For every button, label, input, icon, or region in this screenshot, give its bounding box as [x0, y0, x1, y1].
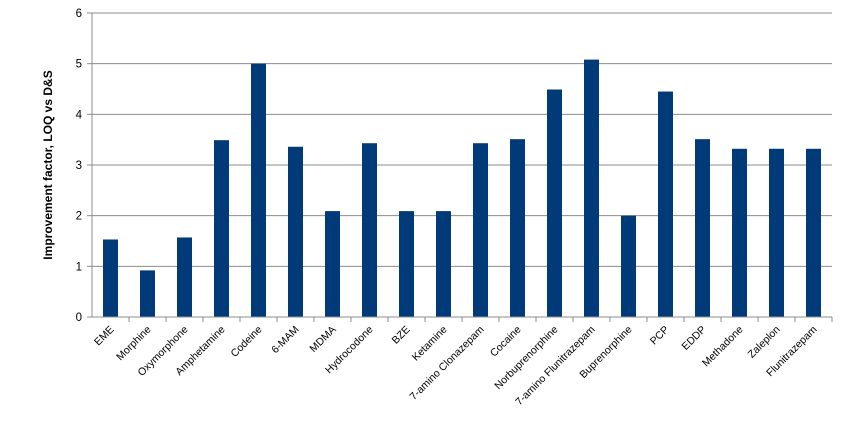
y-tick-label: 2: [76, 211, 82, 223]
axes: [87, 12, 833, 322]
bar-7-amino-flunitrazepam: [584, 59, 599, 317]
y-tick-label: 4: [76, 109, 83, 121]
gridlines: [92, 12, 832, 267]
bar-6-mam: [288, 146, 303, 317]
bars: [103, 59, 821, 318]
x-tick-label: Codeine: [228, 324, 264, 360]
y-tick-label: 0: [76, 312, 82, 324]
x-tick-label: Cocaine: [488, 324, 524, 360]
y-tick-label: 6: [76, 8, 82, 20]
bar-oxymorphone: [177, 237, 192, 317]
y-tick-label: 5: [76, 59, 82, 71]
bar-ketamine: [436, 211, 451, 317]
x-tick-label: EDDP: [679, 324, 708, 353]
bar-buprenorphine: [621, 215, 636, 317]
y-tick-label: 3: [76, 160, 82, 172]
bar-zaleplon: [769, 148, 784, 317]
bar-cocaine: [510, 139, 525, 317]
bar-morphine: [140, 270, 155, 317]
bar-codeine: [251, 63, 266, 317]
x-tick-label: PCP: [648, 324, 672, 348]
x-tick-label: Norbuprenorphine: [492, 324, 560, 392]
bar-eme: [103, 239, 118, 317]
x-tick-label: MDMA: [307, 324, 338, 355]
y-axis-title: Improvement factor, LOQ vs D&S: [41, 70, 55, 259]
bar-hydrocodone: [362, 143, 377, 317]
bar-amphetamine: [214, 140, 229, 317]
y-tick-label: 1: [76, 261, 82, 273]
x-tick-label: Zaleplon: [746, 324, 783, 361]
bar-eddp: [695, 139, 710, 317]
x-tick-label: 7-amino Clonazepam: [408, 323, 487, 402]
bar-flunitrazepam: [806, 148, 821, 317]
x-tick-label: BZE: [390, 324, 413, 347]
bar-7-amino-clonazepam: [473, 143, 488, 317]
x-tick-label: EME: [92, 324, 117, 349]
bar-pcp: [658, 91, 673, 318]
bar-methadone: [732, 148, 747, 317]
bar-bze: [399, 211, 414, 317]
bar-mdma: [325, 211, 340, 317]
bar-norbuprenorphine: [547, 89, 562, 317]
x-tick-label: 6-MAM: [269, 324, 301, 356]
